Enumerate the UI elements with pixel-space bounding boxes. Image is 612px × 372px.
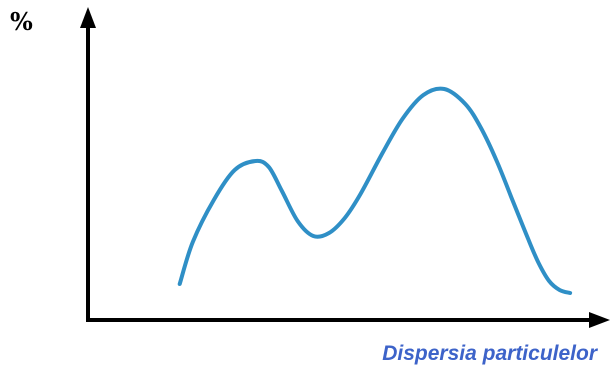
series-layer	[177, 86, 573, 295]
x-axis-label: Dispersia particulelor	[382, 342, 597, 365]
x-axis-arrow-icon	[589, 312, 610, 328]
y-axis-arrow-icon	[80, 7, 96, 28]
series-line-0	[177, 86, 573, 295]
y-axis-label: %	[10, 7, 33, 36]
